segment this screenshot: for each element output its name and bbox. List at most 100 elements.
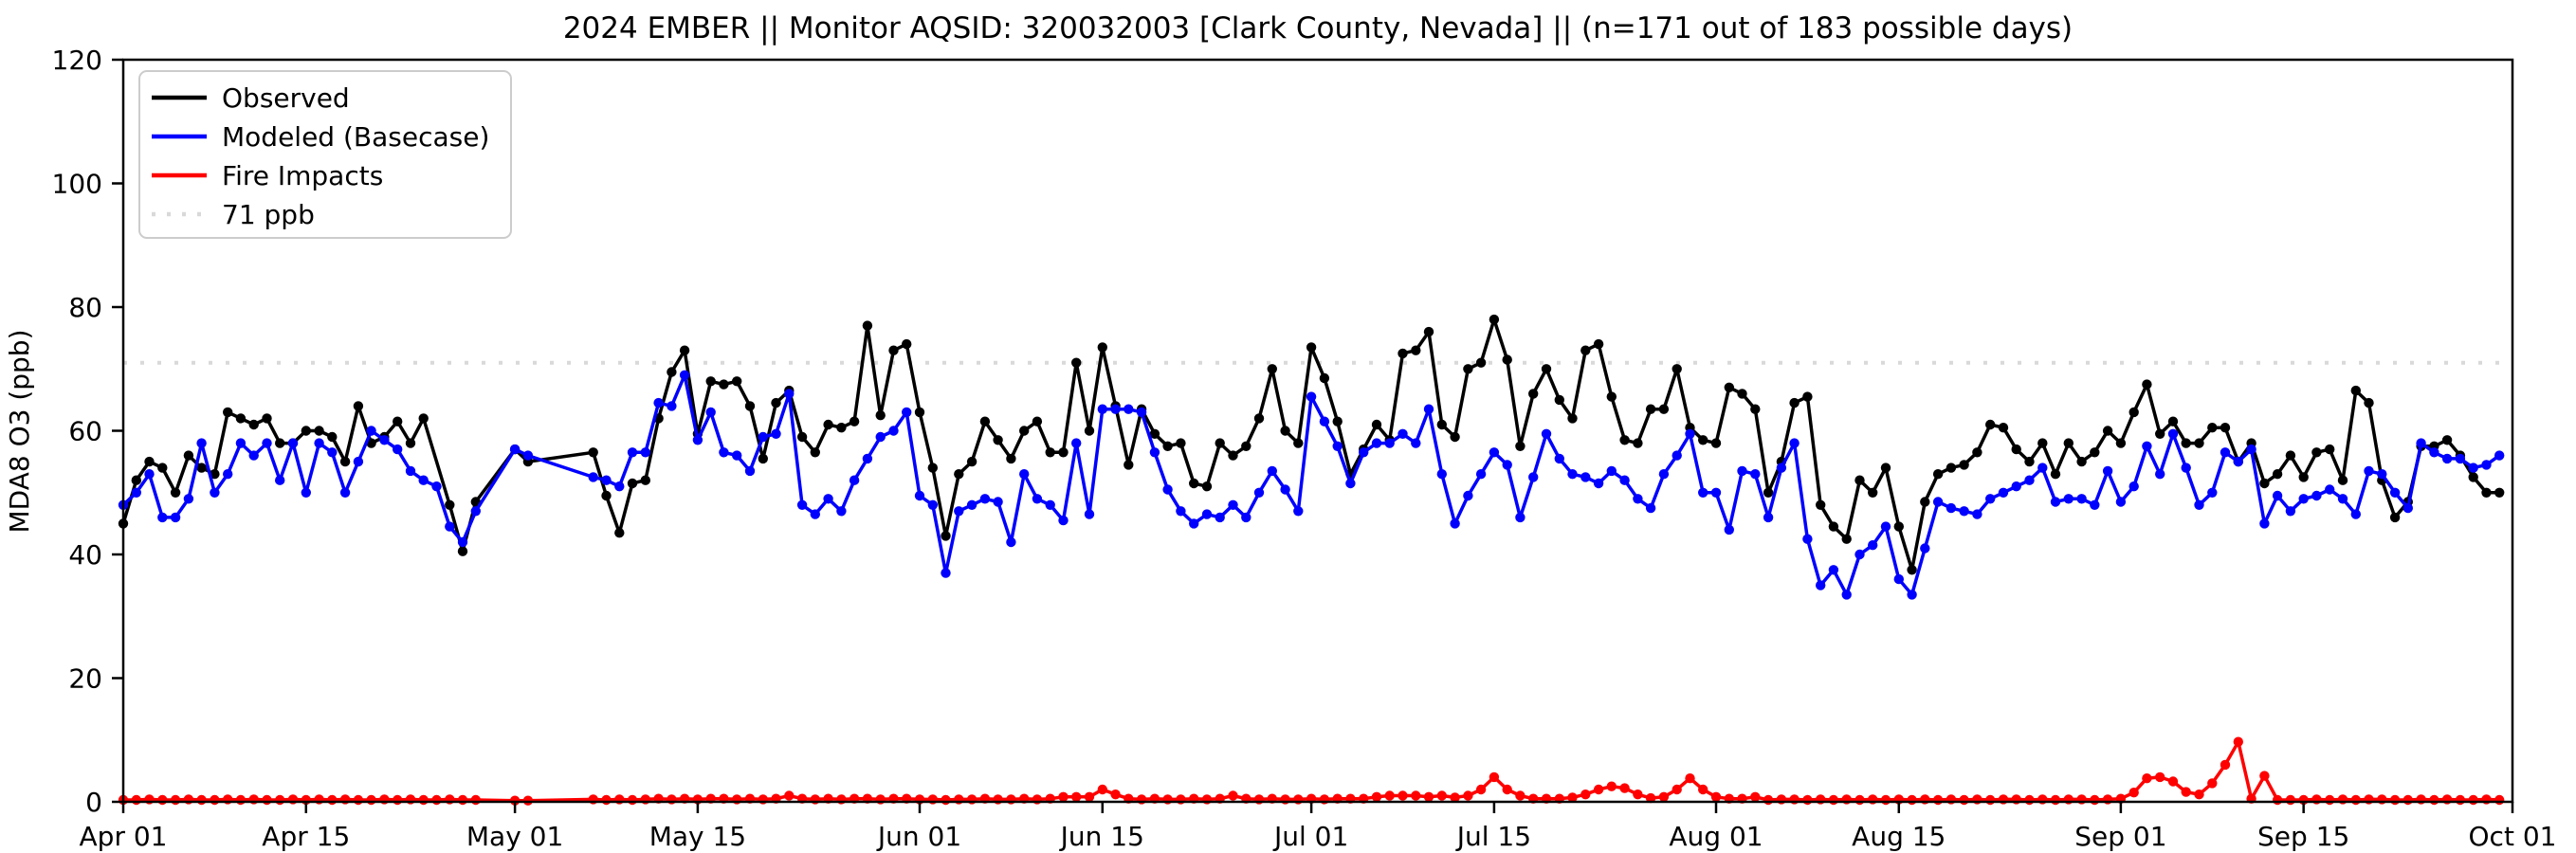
data-point — [2455, 453, 2466, 464]
x-tick-label: Apr 15 — [262, 821, 350, 852]
data-point — [941, 568, 951, 578]
data-point — [614, 481, 625, 492]
data-point — [601, 490, 612, 501]
data-point — [1515, 441, 1526, 451]
data-point — [287, 438, 299, 448]
data-point — [1710, 487, 1722, 498]
data-point — [1502, 460, 1512, 470]
data-point — [2272, 469, 2283, 480]
data-point — [1828, 521, 1839, 532]
legend-label: 71 ppb — [222, 199, 315, 230]
data-point — [1633, 494, 1643, 504]
data-point — [1463, 490, 1473, 501]
data-point — [183, 494, 194, 504]
data-point — [849, 475, 860, 485]
data-point — [1972, 509, 1982, 519]
data-point — [1972, 447, 1982, 458]
data-point — [522, 795, 534, 806]
data-point — [1841, 590, 1852, 600]
data-point — [1489, 314, 1500, 325]
data-point — [1868, 487, 1878, 498]
data-point — [1071, 791, 1082, 802]
data-point — [1319, 372, 1330, 384]
data-point — [144, 469, 155, 480]
data-point — [1332, 416, 1343, 426]
legend-label: Modeled (Basecase) — [222, 121, 489, 153]
data-point — [1398, 428, 1408, 439]
modeled-basecase--series — [118, 370, 2505, 600]
data-point — [1828, 565, 1839, 575]
data-point — [2024, 794, 2035, 806]
data-point — [667, 401, 677, 411]
data-point — [1411, 438, 1421, 448]
data-point — [262, 794, 272, 806]
data-point — [1567, 413, 1578, 424]
data-point — [2285, 506, 2296, 517]
data-point — [2441, 453, 2453, 464]
data-point — [314, 438, 324, 448]
legend-item: 71 ppb — [152, 199, 315, 230]
data-point — [1567, 469, 1578, 480]
data-point — [719, 447, 729, 458]
data-point — [1606, 781, 1617, 791]
data-point — [1398, 348, 1408, 359]
data-point — [2220, 759, 2231, 771]
data-point — [732, 376, 742, 387]
data-point — [2128, 481, 2139, 492]
data-point — [810, 447, 820, 458]
data-point — [667, 367, 677, 377]
data-point — [1228, 450, 1238, 461]
data-point — [993, 435, 1003, 445]
data-point — [2037, 463, 2048, 473]
data-point — [914, 407, 925, 418]
data-point — [823, 419, 833, 430]
data-point — [1515, 512, 1526, 523]
data-point — [1828, 794, 1839, 806]
data-point — [2102, 465, 2113, 477]
data-point — [2402, 502, 2413, 514]
data-point — [1162, 441, 1173, 451]
data-point — [1436, 469, 1448, 480]
data-point — [196, 463, 207, 473]
data-point — [1854, 549, 1865, 560]
data-point — [2481, 487, 2492, 498]
data-point — [2350, 385, 2361, 396]
data-point — [144, 456, 155, 467]
data-point — [1450, 518, 1460, 529]
data-point — [2285, 794, 2296, 806]
data-point — [1450, 431, 1460, 443]
data-point — [2246, 444, 2256, 455]
data-point — [1580, 472, 1591, 482]
data-point — [2207, 778, 2218, 789]
data-point — [2194, 789, 2204, 800]
data-point — [1920, 543, 1930, 554]
data-point — [2220, 447, 2231, 458]
data-point — [1176, 438, 1186, 448]
data-point — [1489, 447, 1500, 458]
data-point — [1959, 506, 1969, 517]
data-point — [771, 397, 781, 408]
data-point — [2311, 447, 2322, 458]
data-point — [2102, 426, 2113, 436]
data-point — [1816, 499, 1826, 510]
data-point — [1071, 438, 1082, 448]
data-point — [1985, 419, 1996, 430]
data-point — [2128, 788, 2139, 798]
data-point — [2494, 487, 2505, 498]
data-point — [836, 423, 847, 433]
data-point — [1985, 494, 1996, 504]
data-point — [1384, 790, 1395, 801]
data-point — [1541, 428, 1552, 439]
data-point — [445, 521, 455, 532]
data-point — [1398, 790, 1408, 801]
data-point — [2233, 456, 2243, 467]
data-point — [758, 431, 768, 443]
data-point — [1032, 416, 1043, 426]
data-point — [1293, 438, 1304, 448]
data-point — [1750, 404, 1761, 414]
data-point — [1149, 428, 1160, 439]
data-point — [262, 413, 272, 424]
data-point — [2050, 497, 2061, 507]
observed-series — [118, 314, 2505, 575]
data-point — [2429, 447, 2439, 458]
